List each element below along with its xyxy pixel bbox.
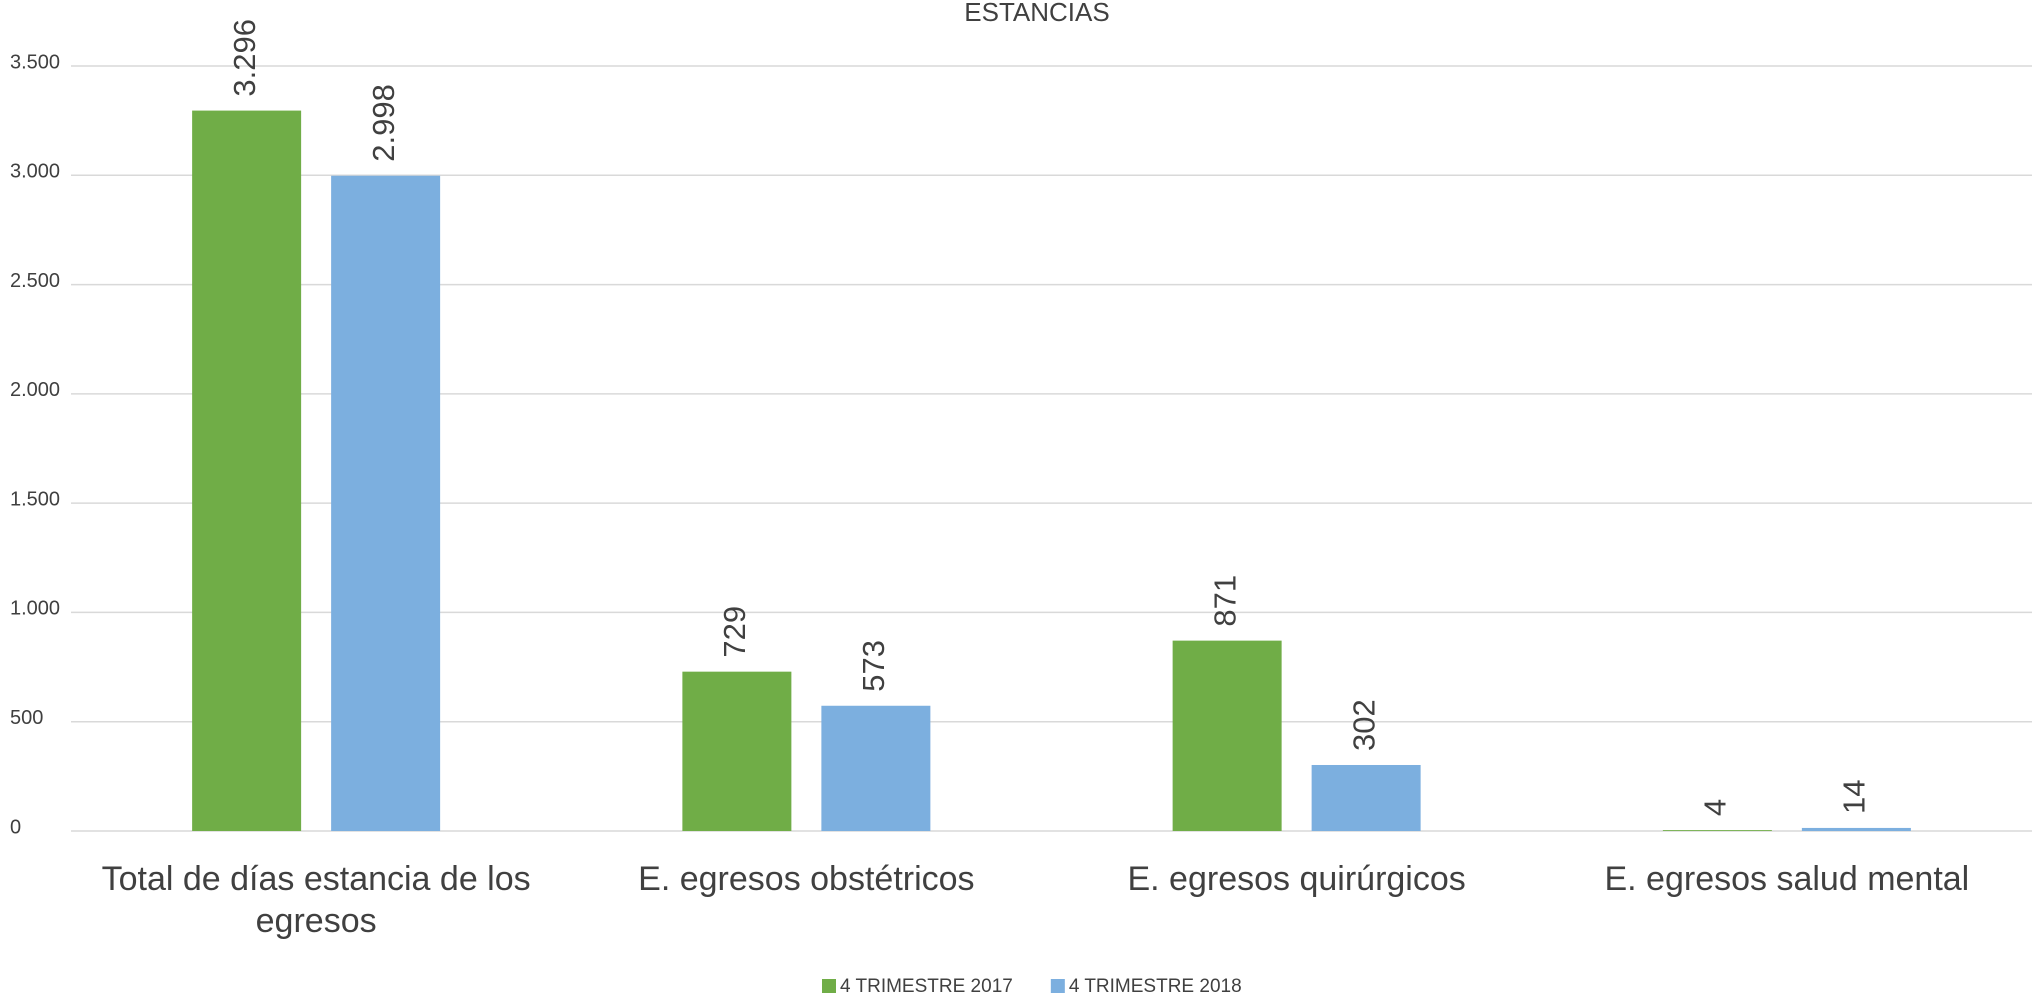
bar — [1663, 830, 1772, 831]
data-label: 729 — [717, 606, 752, 658]
page: ESTANCIAS 0 500 1.000 1.500 2.000 2.500 3.000 3… — [0, 0, 2032, 998]
data-label: 302 — [1346, 699, 1381, 751]
bar — [682, 672, 791, 831]
y-tick-label: 3.000 — [10, 161, 60, 183]
y-tick-label: 2.500 — [10, 270, 60, 292]
data-label: 2.998 — [366, 84, 401, 162]
y-tick-label: 3.500 — [10, 51, 60, 73]
data-label: 3.296 — [227, 19, 262, 97]
y-tick-label: 1.000 — [10, 598, 60, 620]
x-tick-label: E. egresos salud mental — [1567, 858, 2007, 900]
legend-label: 4 TRIMESTRE 2018 — [1069, 976, 1242, 997]
y-tick-label: 1.500 — [10, 488, 60, 510]
legend-swatch — [1051, 979, 1065, 993]
data-label: 14 — [1837, 779, 1872, 813]
chart: ESTANCIAS 0 500 1.000 1.500 2.000 2.500 3.000 3… — [0, 0, 2032, 998]
legend-swatch — [822, 979, 836, 993]
data-label: 871 — [1207, 575, 1242, 627]
data-label: 4 — [1698, 799, 1733, 816]
bar — [331, 176, 440, 831]
legend-label: 4 TRIMESTRE 2017 — [840, 976, 1013, 997]
y-tick-label: 0 — [10, 816, 21, 838]
bar — [192, 111, 301, 831]
bar — [821, 706, 930, 831]
y-tick-label: 500 — [10, 707, 43, 729]
bar — [1802, 828, 1911, 831]
x-tick-label: E. egresos quirúrgicos — [1077, 858, 1517, 900]
bar — [1312, 765, 1421, 831]
x-tick-label: E. egresos obstétricos — [586, 858, 1026, 900]
y-tick-label: 2.000 — [10, 379, 60, 401]
bar — [1173, 641, 1282, 831]
x-tick-label: Total de días estancia de los egresos — [96, 858, 536, 942]
data-label: 573 — [856, 640, 891, 692]
chart-title: ESTANCIAS — [964, 0, 1109, 27]
